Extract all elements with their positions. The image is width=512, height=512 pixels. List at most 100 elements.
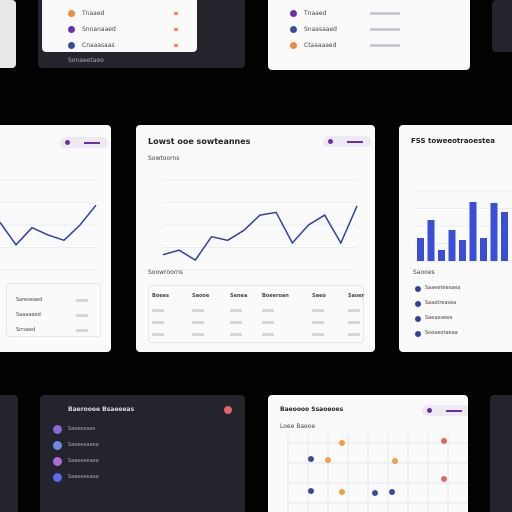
list-dot (415, 301, 421, 307)
table-cell: Sareseaed (16, 297, 43, 303)
row-icon (290, 10, 297, 17)
bottom-left-card: Baerooee Bsaeeeas Saeeeoaes Saeeeeaeee Saa… (40, 395, 245, 512)
line (0, 204, 97, 246)
avatar (53, 457, 62, 466)
bar (480, 238, 487, 261)
toggle[interactable] (422, 405, 468, 416)
item-label: Saaeeeeaee (68, 458, 99, 464)
calendar-grid (287, 433, 468, 512)
table-title: Soowroorns (148, 269, 184, 276)
table-cell (312, 309, 324, 312)
bar (427, 220, 435, 261)
table-cell (230, 333, 242, 336)
row-label: Ctaaaaaed (304, 42, 337, 49)
row-value (370, 12, 400, 15)
table-cell: Saaaaeed (16, 312, 41, 318)
list-item: Saeaeseea (425, 315, 453, 321)
item-label: Saeeeoaes (68, 426, 96, 432)
bottom-center-card: Baeoooo Ssaoeoes Loee Baeoe (268, 395, 468, 512)
card-subtitle: Sowtoorns (148, 155, 180, 162)
table-cell (192, 321, 204, 324)
card-title: FSS toweeotraoestea (411, 137, 495, 145)
bar (417, 238, 424, 261)
list-dot (415, 331, 421, 337)
table-box (148, 285, 364, 343)
table-header: Saeo (312, 293, 326, 299)
card-title: Baeoooo Ssaoeoes (280, 406, 344, 413)
row-icon (68, 26, 75, 33)
table-header: Boees (152, 293, 170, 299)
line-chart (162, 179, 358, 271)
bar (448, 230, 456, 261)
table-cell (152, 309, 164, 312)
row-icon (290, 42, 297, 49)
table-cell (312, 321, 324, 324)
row-value (370, 44, 400, 47)
row-icon (68, 10, 75, 17)
table-cell (76, 299, 88, 302)
line (162, 205, 358, 262)
list-dot (415, 316, 421, 322)
list-item: Sooaeotaeaa (425, 330, 458, 336)
table-cell (192, 309, 204, 312)
avatar (53, 425, 62, 434)
table-cell (152, 333, 164, 336)
table-cell (348, 321, 360, 324)
card-subtitle: Loee Baeoe (280, 423, 316, 430)
row-label: Tnaaed (304, 10, 327, 17)
row-value (174, 12, 178, 15)
row-label: Cnaaasaas (82, 42, 115, 49)
table-cell (348, 333, 360, 336)
table-cell (262, 333, 274, 336)
item-label: Saaeeeeaae (68, 474, 99, 480)
bar (459, 240, 466, 261)
table-header: Saoer (348, 293, 365, 299)
table-cell (348, 309, 360, 312)
row-value (174, 28, 178, 31)
top-center-card: Tnaaed Snaasaaed Ctaaaaaed (268, 0, 470, 70)
avatar (53, 441, 62, 450)
edge-card (0, 0, 16, 68)
edge-card (490, 395, 512, 512)
row-icon (290, 26, 297, 33)
table-cell (192, 333, 204, 336)
edge-card (0, 395, 18, 512)
table-cell: Srrsaed (16, 327, 36, 333)
table-header: Boeeroan (262, 293, 289, 299)
table-cell (262, 309, 274, 312)
card-title: Baerooee Bsaeeeas (68, 406, 135, 413)
center-card: Lowst ooe sowteannes Sowtoorns Soowroorn… (136, 125, 375, 352)
list-dot (415, 286, 421, 292)
table-header: Saooe (192, 293, 210, 299)
table-header: Senea (230, 293, 248, 299)
list-title: Saooes (413, 269, 435, 276)
line-chart (0, 179, 97, 271)
bar (438, 250, 445, 261)
toggle[interactable] (323, 136, 371, 147)
table-cell (312, 333, 324, 336)
table-cell (230, 321, 242, 324)
list-item: Saaeeteesaea (425, 285, 461, 291)
badge[interactable] (224, 406, 232, 414)
row-label: Snnanaaed (82, 26, 116, 33)
row-icon (68, 42, 75, 49)
right-card: FSS toweeotraoestea Saooes Saaeeteesaea S… (399, 125, 512, 352)
edge-card (492, 0, 512, 52)
item-label: Saeeeeaeee (68, 442, 99, 448)
bar (490, 203, 498, 261)
list-item: Saaatreasea (425, 300, 457, 306)
bar (501, 212, 508, 261)
table-cell (230, 309, 242, 312)
avatar (53, 473, 62, 482)
bar (469, 202, 477, 261)
left-card: Sareseaed Saaaaeed Srrsaed (0, 125, 111, 352)
table-cell (76, 329, 88, 332)
top-left-card: Tnaaed Snnanaaed Cnaaasaas (42, 0, 197, 52)
toggle[interactable] (60, 137, 108, 148)
table-cell (76, 314, 88, 317)
bar-chart (415, 190, 512, 262)
row-label: Tnaaed (82, 10, 105, 17)
card-title: Lowst ooe sowteannes (148, 137, 251, 146)
table-box (6, 283, 101, 337)
